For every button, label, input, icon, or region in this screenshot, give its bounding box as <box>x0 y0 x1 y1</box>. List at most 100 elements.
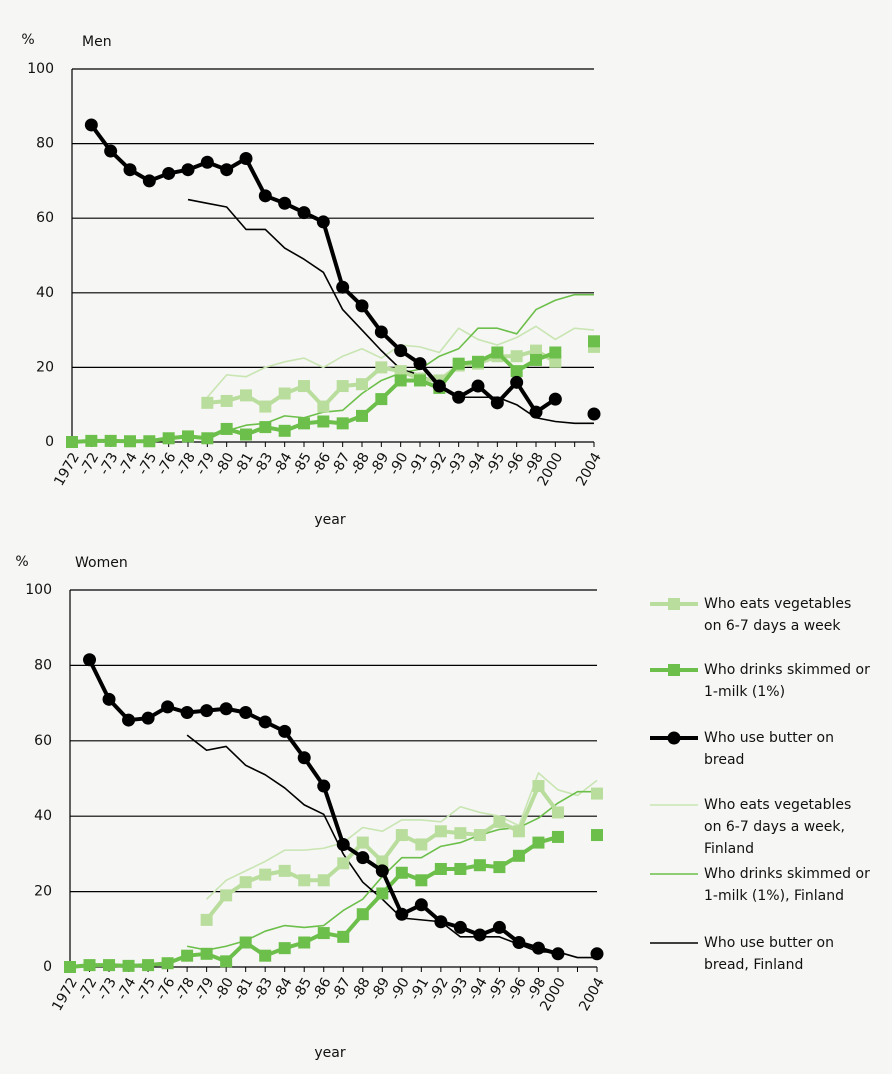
marker <box>336 280 350 294</box>
marker <box>473 859 486 872</box>
x-tick-label: -95 <box>485 975 510 1003</box>
marker <box>376 855 389 868</box>
marker <box>298 380 310 393</box>
x-tick-label: -72 <box>77 450 102 478</box>
marker <box>298 417 310 430</box>
series-line <box>206 772 598 900</box>
marker <box>297 751 311 765</box>
marker <box>219 702 233 716</box>
marker <box>259 949 272 962</box>
x-tick-label: -90 <box>387 975 412 1003</box>
marker <box>394 344 408 358</box>
series-line <box>186 790 597 951</box>
x-tick-label: -73 <box>96 450 121 478</box>
marker <box>473 829 486 842</box>
marker <box>510 375 524 389</box>
x-tick-label: -81 <box>231 975 256 1003</box>
y-tick-label: 40 <box>36 285 54 301</box>
x-tick-label: -79 <box>192 975 217 1003</box>
x-tick-label: -81 <box>232 450 257 478</box>
x-tick-label: -72 <box>75 975 100 1003</box>
marker <box>161 700 175 714</box>
y-tick-label: 0 <box>45 434 54 450</box>
marker <box>355 299 369 313</box>
marker <box>414 898 428 912</box>
marker <box>472 355 484 368</box>
marker <box>66 436 78 448</box>
x-tick-label: -96 <box>505 975 530 1003</box>
x-tick-label: -86 <box>309 975 334 1003</box>
marker <box>317 779 331 793</box>
marker <box>143 435 156 448</box>
marker <box>473 928 487 942</box>
marker <box>220 422 233 435</box>
marker <box>201 396 214 409</box>
marker <box>471 379 485 393</box>
x-tick-label: -87 <box>328 450 353 478</box>
marker <box>434 825 447 838</box>
marker <box>64 961 76 973</box>
marker <box>278 196 292 210</box>
marker <box>85 434 98 447</box>
legend-marker <box>668 664 680 676</box>
marker <box>123 163 137 177</box>
chart-title: Women <box>75 555 128 571</box>
marker <box>181 163 195 177</box>
x-tick-label: -89 <box>368 975 393 1003</box>
x-tick-label: -75 <box>134 975 159 1003</box>
marker <box>356 908 369 921</box>
marker <box>258 189 272 203</box>
marker <box>453 920 467 934</box>
x-tick-label: -74 <box>116 450 141 478</box>
legend-label: Who use butter on bread <box>704 730 834 768</box>
marker <box>201 432 214 445</box>
marker <box>200 704 214 718</box>
x-tick-label: -86 <box>309 450 334 478</box>
marker <box>454 827 467 840</box>
marker <box>180 706 194 720</box>
marker <box>200 913 213 926</box>
y-tick-label: 60 <box>36 210 54 226</box>
marker <box>316 215 330 229</box>
x-tick-label: -79 <box>193 450 218 478</box>
marker <box>510 350 523 363</box>
marker <box>510 365 523 378</box>
x-tick-label: -78 <box>173 975 198 1003</box>
y-tick-label: 80 <box>36 136 54 152</box>
marker <box>395 907 409 921</box>
marker <box>336 380 349 393</box>
marker <box>529 405 543 419</box>
marker <box>374 325 388 339</box>
marker <box>395 866 408 879</box>
marker <box>434 915 448 929</box>
marker <box>161 957 174 970</box>
marker <box>162 432 175 445</box>
x-tick-label: -76 <box>153 975 178 1003</box>
y-tick-label: 100 <box>27 61 54 77</box>
marker <box>551 830 564 843</box>
marker <box>298 874 311 887</box>
marker <box>104 434 117 447</box>
marker <box>414 374 426 387</box>
marker <box>492 920 506 934</box>
marker <box>549 355 562 368</box>
chart-title: Men <box>82 34 112 50</box>
marker <box>549 346 562 359</box>
x-tick-label: -78 <box>174 450 199 478</box>
marker <box>220 163 234 177</box>
marker <box>375 864 389 878</box>
marker <box>278 424 291 437</box>
x-tick-label: -93 <box>444 450 469 478</box>
marker <box>452 357 465 370</box>
marker <box>182 430 194 443</box>
x-tick-label: 2004 <box>576 975 608 1014</box>
marker <box>532 780 545 793</box>
x-tick-label: -83 <box>251 975 276 1003</box>
x-tick-label: -80 <box>212 975 237 1003</box>
marker <box>298 936 311 949</box>
marker <box>452 390 466 404</box>
marker <box>317 400 330 413</box>
marker <box>122 959 135 972</box>
marker <box>240 389 252 402</box>
x-tick-label: -75 <box>135 450 160 478</box>
